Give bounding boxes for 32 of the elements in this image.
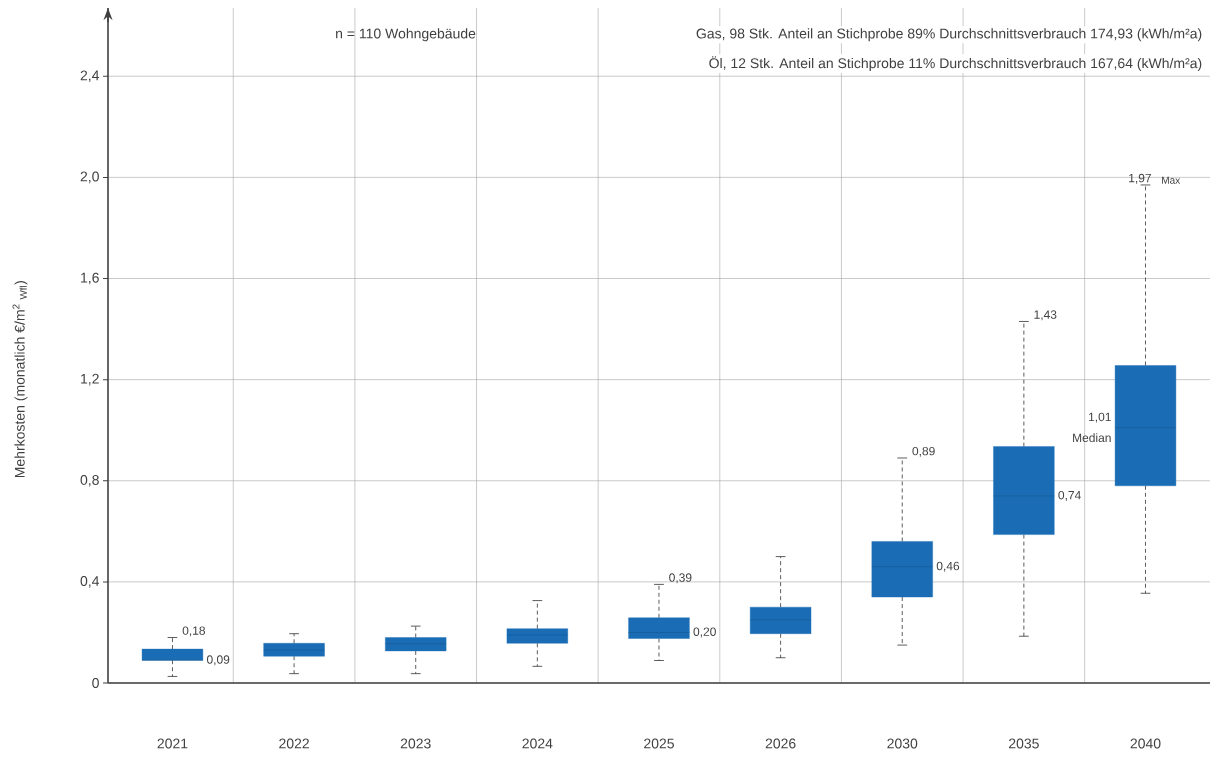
annotation: 0,74 [1058, 490, 1081, 501]
annotation: Öl, 12 Stk. Anteil an Stichprobe 11% Durchschnittsverbrauch 167,64 (kWh/m²a) [709, 56, 1202, 71]
x-tick-label: 2030 [887, 738, 918, 749]
x-tick-label: 2022 [279, 738, 309, 749]
annotation: 1,43 [1034, 310, 1057, 321]
y-tick-label: 0,4 [80, 576, 100, 588]
annotation: 1,01 [1089, 412, 1111, 423]
annotation: 1,97 [1129, 173, 1151, 184]
x-tick-label: 2026 [765, 738, 796, 749]
annotation: 0,89 [912, 446, 935, 457]
x-tick-label: 2021 [157, 738, 188, 749]
annotation: 0,18 [182, 626, 205, 637]
x-tick-label: 2023 [400, 738, 431, 749]
y-axis-title: Mehrkosten (monatlich €/m$^{2}$ $_{Wfl}$) [12, 281, 28, 478]
annotation: Gas, 98 Stk. Anteil an Stichprobe 89% Durchschnittsverbrauch 174,93 (kWh/m²a) [696, 28, 1202, 42]
annotation: Median [1073, 433, 1111, 443]
annotation: 0,39 [669, 573, 692, 584]
y-tick-label: 2,0 [80, 171, 99, 184]
annotation: Max [1162, 176, 1181, 184]
x-tick-label: 2035 [1009, 738, 1039, 749]
y-tick-label: 0 [92, 678, 99, 688]
text: n = 110 Wohngebäude [336, 28, 476, 42]
annotation: 0,20 [693, 627, 716, 638]
annotation: 0,09 [206, 655, 230, 666]
x-tick-label: 2040 [1130, 738, 1161, 749]
y-tick-label: 1,6 [81, 272, 99, 285]
y-tick-label: 2,4 [80, 70, 100, 83]
annotation: 0,46 [936, 561, 960, 572]
x-tick-label: 2024 [522, 738, 553, 749]
x-tick-label: 2025 [644, 738, 674, 749]
y-tick-label: 1,2 [81, 373, 99, 386]
y-tick-label: 0,8 [80, 474, 99, 487]
